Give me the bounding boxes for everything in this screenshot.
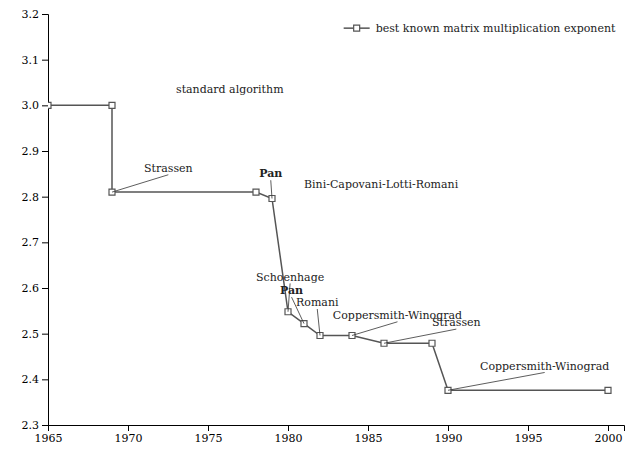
tick: 1990 — [435, 425, 463, 445]
tick-mark — [208, 425, 209, 431]
tick: 2000 — [595, 425, 623, 445]
marks — [48, 102, 611, 393]
annotation: Bini-Capovani-Lotti-Romani — [304, 178, 459, 191]
tick-mark — [128, 425, 129, 431]
tick-mark — [42, 379, 48, 380]
tick-mark — [42, 288, 48, 289]
line — [48, 105, 608, 390]
tick-mark — [368, 425, 369, 431]
leader-line — [384, 329, 456, 343]
tick-label: 2.7 — [22, 236, 40, 249]
tick-label: 2.8 — [22, 191, 40, 204]
legend-marker — [354, 25, 360, 31]
tick-mark — [42, 105, 48, 106]
axis-line — [42, 15, 49, 426]
tick-mark — [42, 334, 48, 335]
tick-label: 1970 — [115, 432, 143, 445]
tick-label: 2000 — [595, 432, 623, 445]
annotation: Strassen — [432, 316, 481, 329]
leader-line — [352, 322, 397, 336]
tick-mark — [608, 425, 609, 431]
tick-label: 3.2 — [22, 8, 40, 21]
tick: 3.2 — [22, 8, 49, 21]
leader-line — [448, 372, 545, 390]
tick-label: 1985 — [355, 432, 383, 445]
annotation: Strassen — [144, 162, 193, 175]
tick: 2.6 — [22, 282, 49, 295]
tick-mark — [42, 242, 48, 243]
annotation: Coppersmith-Winograd — [480, 360, 609, 373]
tick-label: 2.9 — [22, 145, 40, 158]
legend: best known matrix multiplication exponen… — [344, 22, 616, 35]
x-axis: 1965 1970 1975 1980 1985 1990 1995 2000 — [35, 425, 625, 445]
annotations: standard algorithm Strassen Pan Bini-Capova… — [112, 83, 609, 390]
tick-mark — [42, 14, 48, 15]
leader-line — [112, 175, 168, 192]
leader-line — [271, 180, 272, 198]
tick-mark — [42, 197, 48, 198]
tick-mark — [42, 425, 48, 426]
legend-label: best known matrix multiplication exponen… — [376, 22, 616, 35]
tick-label: 3.1 — [22, 54, 40, 67]
annotation: Pan — [259, 167, 282, 180]
tick: 1985 — [355, 425, 383, 445]
tick: 2.4 — [22, 373, 49, 386]
tick-label: 1995 — [515, 432, 543, 445]
tick-mark — [288, 425, 289, 431]
tick: 2.7 — [22, 236, 49, 249]
tick-mark — [448, 425, 449, 431]
y-axis: 2.3 2.4 2.5 2.6 2.7 2.8 2.9 3.0 3.1 3.2 — [22, 8, 49, 432]
tick-label: 2.4 — [22, 373, 40, 386]
tick: 3.0 — [22, 99, 49, 112]
plot: 196519701975198019851990199520002.32.42.… — [22, 8, 625, 445]
tick: 1980 — [275, 425, 303, 445]
tick: 2.5 — [22, 328, 49, 341]
tick: 2.9 — [22, 145, 49, 158]
tick: 1970 — [115, 425, 143, 445]
tick-label: 3.0 — [22, 99, 40, 112]
annotation: Romani — [296, 296, 339, 309]
marker — [48, 102, 51, 108]
leader-line — [317, 309, 320, 335]
tick-label: 1980 — [275, 432, 303, 445]
marker — [605, 387, 611, 393]
tick: 1995 — [515, 425, 543, 445]
tick-mark — [42, 151, 48, 152]
axis-line — [49, 426, 625, 432]
tick: 2.8 — [22, 191, 49, 204]
tick: 2.3 — [22, 419, 49, 432]
tick-label: 1990 — [435, 432, 463, 445]
tick: 3.1 — [22, 54, 49, 67]
marker — [253, 189, 259, 195]
tick-mark — [42, 60, 48, 61]
tick-label: 1975 — [195, 432, 223, 445]
chart: 196519701975198019851990199520002.32.42.… — [0, 0, 640, 455]
tick-label: 1965 — [35, 432, 63, 445]
marker — [109, 102, 115, 108]
tick-mark — [528, 425, 529, 431]
annotation: Schoenhage — [256, 271, 324, 284]
annotation: standard algorithm — [176, 83, 284, 96]
tick: 1975 — [195, 425, 223, 445]
legend-item: best known matrix multiplication exponen… — [344, 22, 616, 35]
tick-label: 2.3 — [22, 419, 40, 432]
tick-label: 2.6 — [22, 282, 40, 295]
tick-label: 2.5 — [22, 328, 40, 341]
marker — [429, 340, 435, 346]
